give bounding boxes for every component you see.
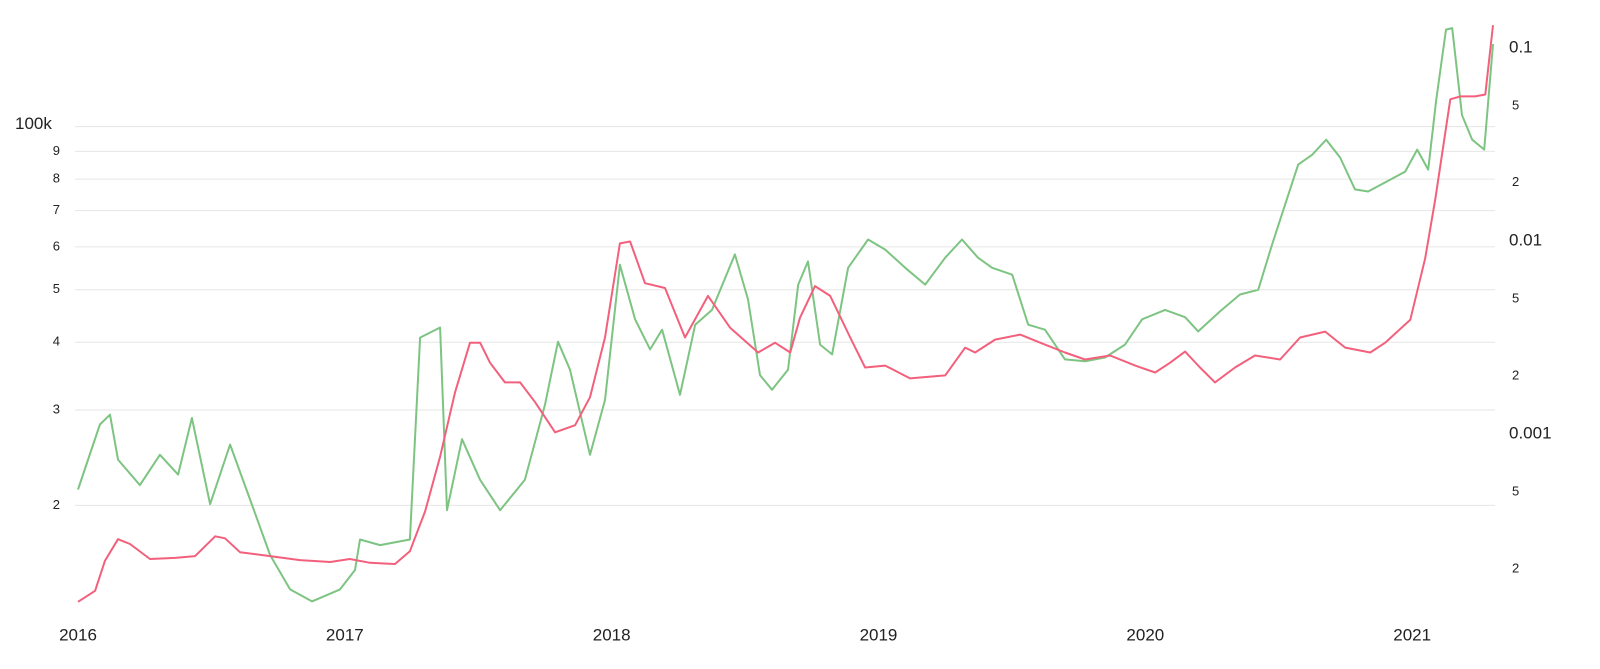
y2-tick-label: 0.001: [1509, 423, 1552, 442]
y-tick-label: 100k: [15, 114, 52, 133]
y-tick-label: 2: [53, 497, 60, 512]
x-tick-label: 2016: [59, 625, 97, 644]
y-tick-label: 3: [53, 401, 60, 416]
series-line: [77, 25, 1494, 603]
y2-tick-label: 2: [1512, 560, 1519, 575]
x-tick-label: 2020: [1126, 625, 1164, 644]
y-tick-label: 7: [53, 202, 60, 217]
y-tick-label: 9: [53, 143, 60, 158]
x-tick-label: 2018: [593, 625, 631, 644]
x-tick-label: 2019: [860, 625, 898, 644]
y2-tick-label: 2: [1512, 367, 1519, 382]
x-tick-label: 2017: [326, 625, 364, 644]
y2-tick-label: 2: [1512, 174, 1519, 189]
x-tick-label: 2021: [1393, 625, 1431, 644]
y2-tick-label: 0.1: [1509, 37, 1533, 56]
y-tick-label: 6: [53, 238, 60, 253]
y2-tick-label: 0.01: [1509, 230, 1542, 249]
y-tick-label: 4: [53, 334, 60, 349]
series-line: [77, 27, 1494, 603]
y-tick-label: 8: [53, 171, 60, 186]
y2-tick-label: 5: [1512, 483, 1519, 498]
y-tick-label: 5: [53, 281, 60, 296]
y2-tick-label: 5: [1512, 290, 1519, 305]
y2-tick-label: 5: [1512, 97, 1519, 112]
